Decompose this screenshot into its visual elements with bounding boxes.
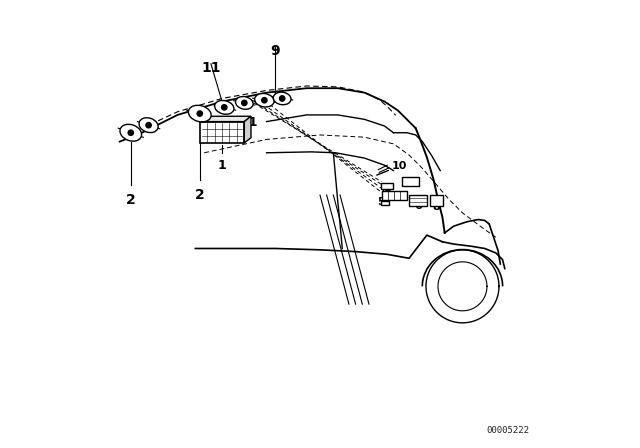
Polygon shape: [200, 116, 251, 121]
Text: 2: 2: [195, 188, 205, 202]
Bar: [381, 201, 390, 205]
Text: 3: 3: [383, 189, 391, 199]
Bar: [381, 183, 392, 189]
Text: 10: 10: [391, 161, 406, 171]
Bar: [409, 194, 427, 206]
Text: 7: 7: [408, 179, 415, 189]
Circle shape: [146, 122, 151, 128]
Text: 8: 8: [432, 202, 440, 212]
Circle shape: [280, 96, 285, 101]
Text: 4: 4: [381, 186, 389, 196]
Ellipse shape: [255, 94, 274, 107]
Text: 11: 11: [241, 116, 259, 129]
Text: 2: 2: [126, 193, 136, 207]
Bar: [382, 190, 407, 199]
Text: 11: 11: [201, 61, 221, 76]
Bar: [431, 194, 443, 206]
Text: 9: 9: [271, 44, 280, 58]
Ellipse shape: [214, 100, 234, 114]
FancyBboxPatch shape: [200, 121, 244, 143]
Ellipse shape: [188, 105, 211, 122]
Ellipse shape: [273, 92, 291, 105]
Text: 1: 1: [218, 159, 227, 172]
Text: 5: 5: [377, 197, 385, 207]
Ellipse shape: [139, 118, 158, 133]
Polygon shape: [244, 116, 251, 143]
Circle shape: [197, 111, 202, 116]
Ellipse shape: [236, 96, 253, 109]
Circle shape: [128, 130, 134, 135]
Bar: [403, 177, 419, 186]
Text: 6: 6: [414, 201, 422, 211]
Circle shape: [242, 100, 247, 106]
Text: 00005222: 00005222: [486, 426, 529, 435]
Circle shape: [262, 98, 267, 103]
Circle shape: [221, 105, 227, 110]
Ellipse shape: [120, 124, 141, 141]
